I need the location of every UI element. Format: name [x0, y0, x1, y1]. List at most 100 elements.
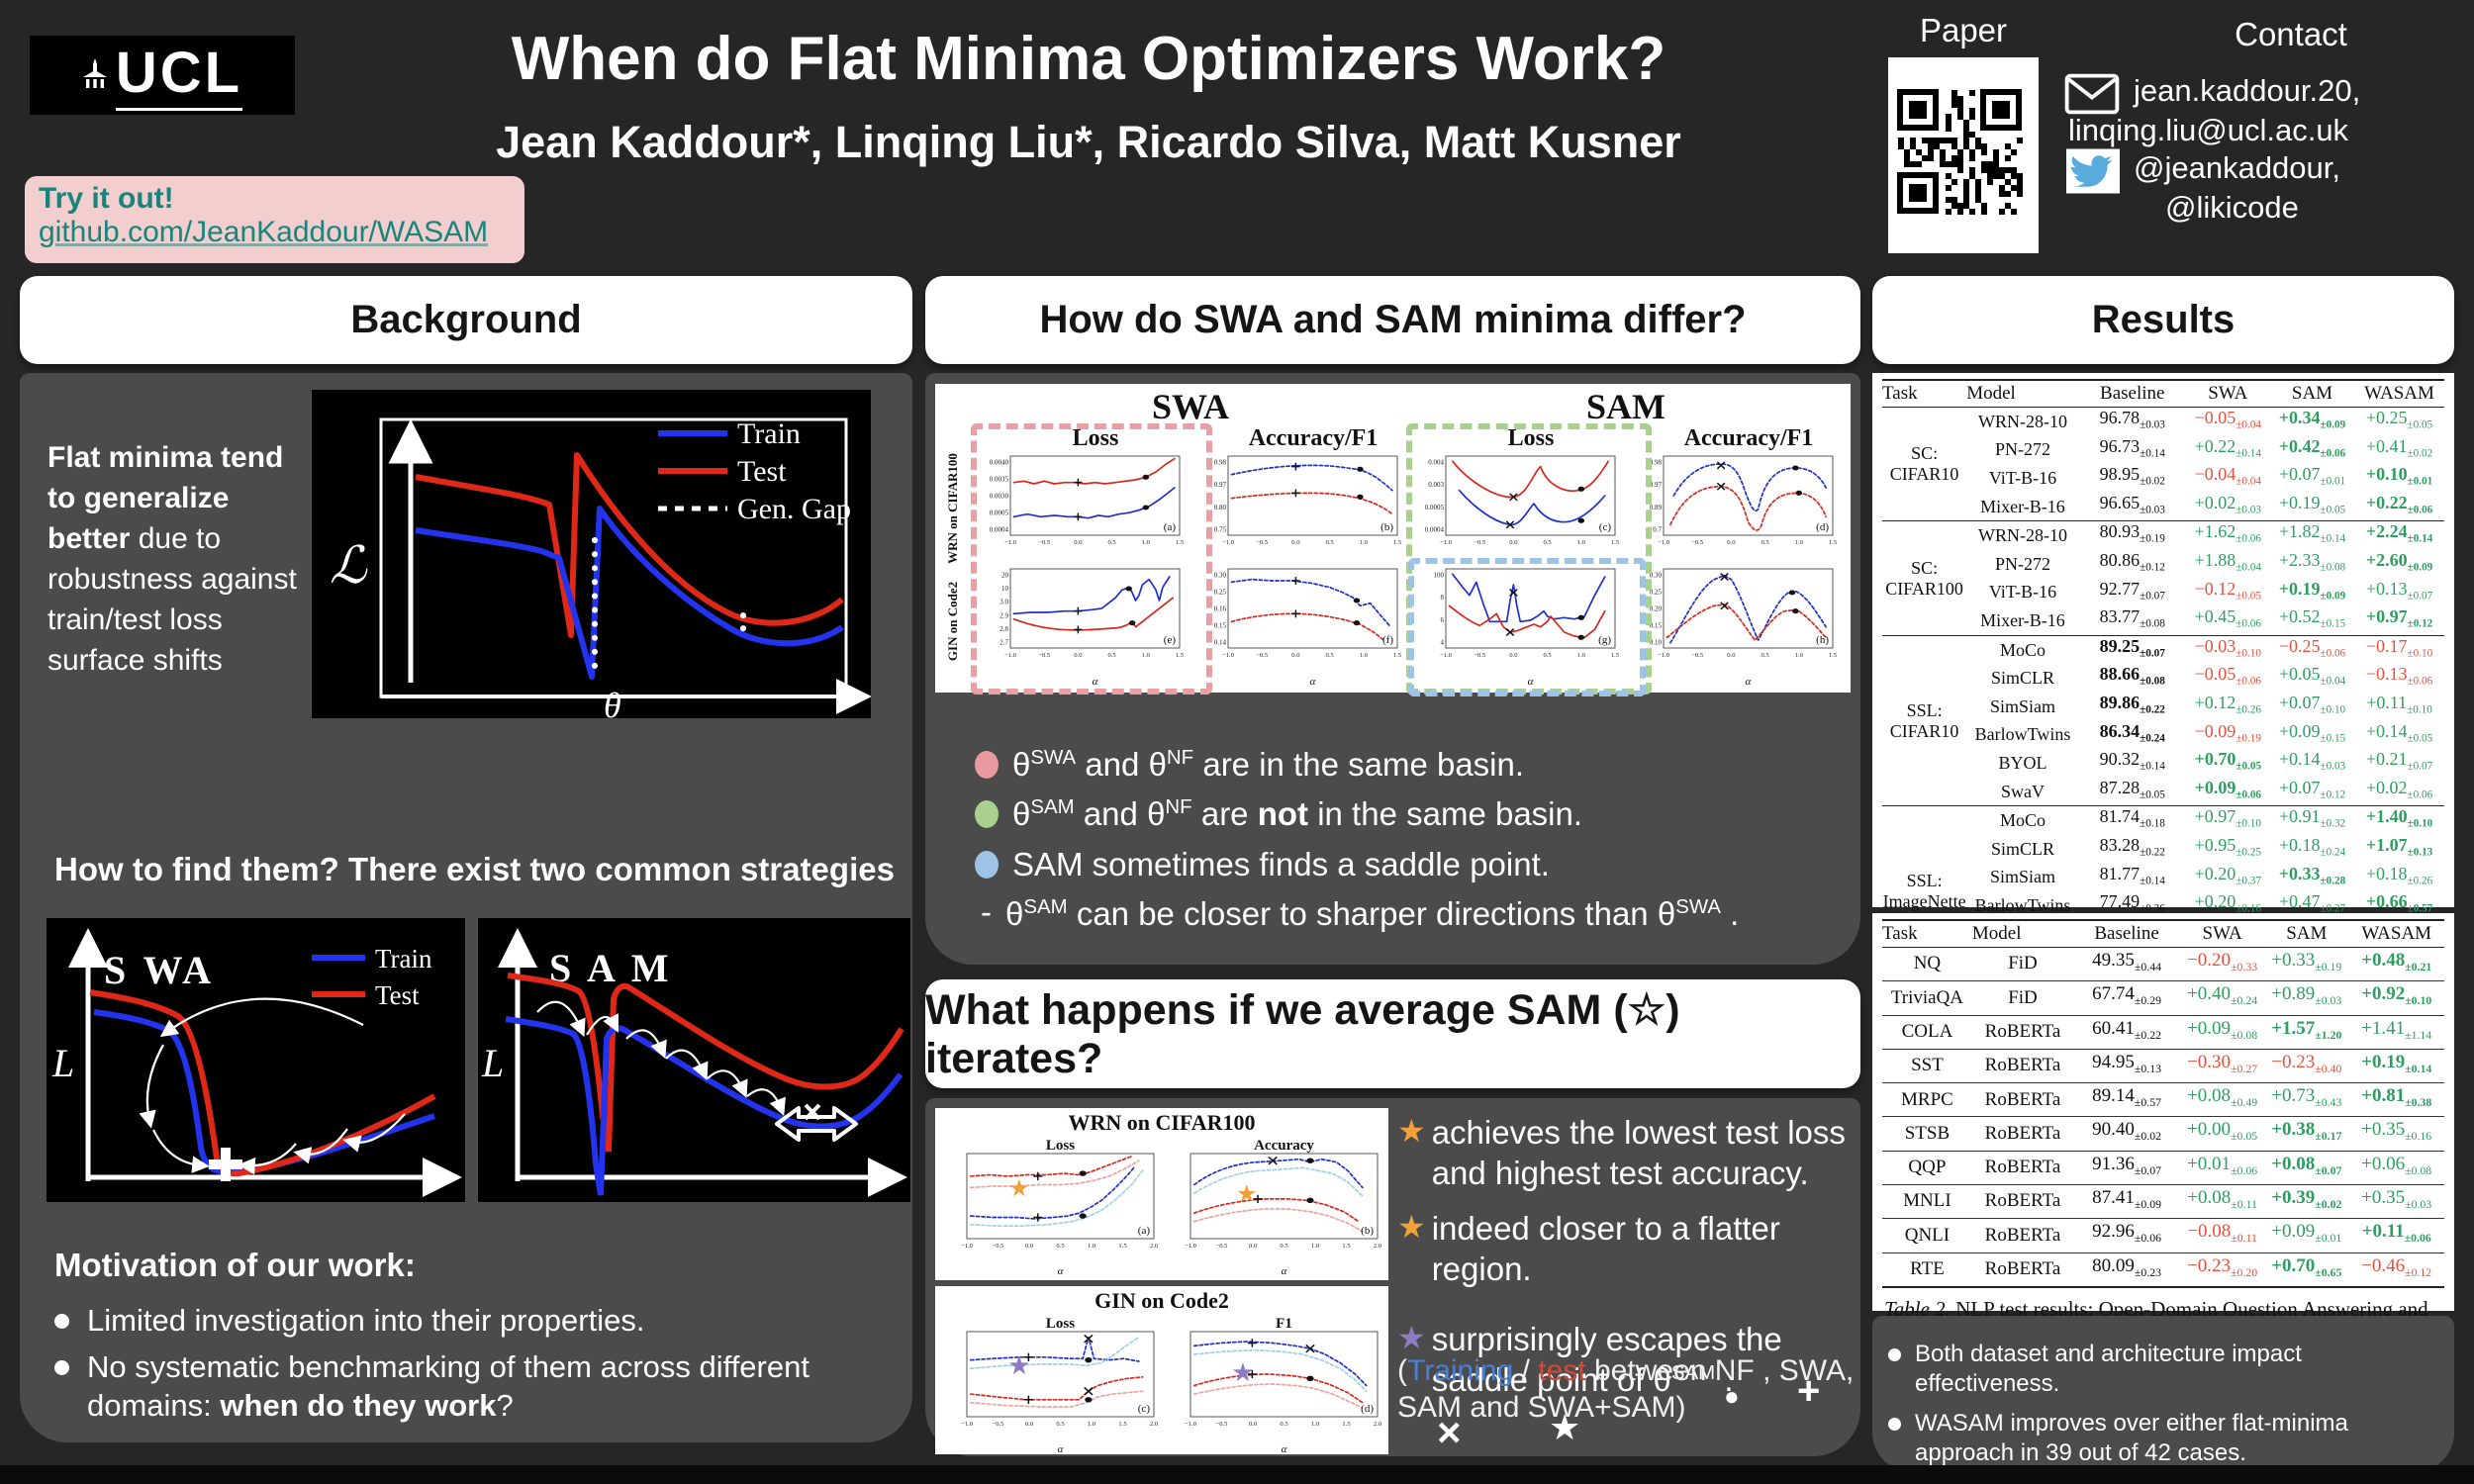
- text-segment: NF: [1166, 746, 1194, 769]
- text-segment: θ: [1653, 1361, 1671, 1399]
- figure-column-header: Accuracy/F1: [1683, 425, 1814, 451]
- svg-text:1.5: 1.5: [1342, 1421, 1351, 1428]
- svg-text:1.0: 1.0: [1088, 1421, 1096, 1428]
- metric-cell: 89.14±0.57: [2092, 1085, 2161, 1109]
- bullet-text: θSWA and θNF are in the same basin.: [1012, 744, 1524, 785]
- twitter-line2[interactable]: @likicode: [2165, 190, 2299, 225]
- svg-text:100: 100: [1434, 572, 1445, 580]
- text-segment: in the same basin.: [1308, 795, 1583, 833]
- model-cell: SimSiam: [1989, 696, 2055, 716]
- svg-text:−1.0: −1.0: [1222, 539, 1235, 546]
- svg-text:0.0004: 0.0004: [1425, 526, 1445, 534]
- model-cell: RoBERTa: [1984, 1224, 2061, 1246]
- text-segment: ?: [496, 1387, 514, 1423]
- metric-cell: 81.74±0.18: [2099, 806, 2165, 830]
- results-takeaways-panel: Both dataset and architecture impact eff…: [1872, 1316, 2454, 1472]
- text-segment: θ: [1148, 746, 1167, 783]
- github-link[interactable]: github.com/JeanKaddour/WASAM: [39, 216, 489, 248]
- metric-cell: 86.34±0.24: [2099, 720, 2165, 745]
- metric-cell: +0.89±0.03: [2271, 983, 2342, 1008]
- metric-cell: +0.33±0.28: [2278, 863, 2346, 887]
- sam-title: S A M: [549, 946, 672, 990]
- svg-text:0.97: 0.97: [1650, 481, 1663, 489]
- bullet-text: No systematic benchmarking of them acros…: [87, 1348, 891, 1426]
- bullet-dash: -: [981, 892, 992, 930]
- how-to-find-text: How to find them? There exist two common…: [54, 851, 895, 887]
- metric-cell: 94.95±0.13: [2092, 1051, 2161, 1075]
- metric-cell: +0.66±0.57: [2365, 891, 2433, 915]
- bullet-dot: [975, 800, 999, 829]
- model-cell: RoBERTa: [1984, 1088, 2061, 1110]
- svg-text:α: α: [1528, 676, 1534, 687]
- authors: Jean Kaddour*, Linqing Liu*, Ricardo Sil…: [496, 117, 1681, 167]
- svg-text:0.5: 0.5: [1325, 539, 1334, 546]
- y-axis-label: ℒ: [330, 538, 368, 595]
- table-row: SSL: CIFAR10 MoCo 89.25±0.07 −0.03±0.10 −0.25…: [1882, 635, 2444, 741]
- metric-cell: +1.88±0.04: [2194, 549, 2261, 574]
- table-row: BYOL 90.32±0.14 +0.70±0.05 +0.14±0.03 +0.21±…: [1882, 749, 2444, 778]
- text-segment: due to robustness against train/test los…: [48, 522, 297, 677]
- svg-text:20: 20: [1001, 572, 1009, 580]
- task-cell: MRPC: [1901, 1088, 1953, 1110]
- background-section-header: Background: [20, 276, 912, 364]
- svg-text:(a): (a): [1164, 521, 1177, 533]
- email-line1[interactable]: jean.kaddour.20,: [2134, 73, 2361, 108]
- metric-cell: +0.38±0.17: [2271, 1119, 2342, 1144]
- svg-text:★: ★: [1008, 1175, 1030, 1202]
- svg-text:0.5: 0.5: [1280, 1421, 1288, 1428]
- list-item: SAM sometimes finds a saddle point.: [975, 844, 1846, 884]
- metric-cell: +0.11±0.10: [2366, 692, 2432, 716]
- svg-text:1.0: 1.0: [1360, 652, 1369, 659]
- metric-cell: +1.41±1.14: [2361, 1017, 2432, 1042]
- svg-text:−0.5: −0.5: [1038, 539, 1051, 546]
- svg-text:1.0: 1.0: [1795, 652, 1804, 659]
- table-row: Mixer-B-16 96.65±0.03 +0.02±0.03 +0.19±0.05…: [1882, 493, 2444, 521]
- metric-cell: −0.25±0.06: [2278, 635, 2346, 660]
- table-row: QQP RoBERTa 91.36±0.07 +0.01±0.06 +0.08±0.07…: [1882, 1151, 2444, 1184]
- metric-cell: 87.41±0.09: [2092, 1187, 2161, 1211]
- column-header: Model: [1966, 379, 2079, 408]
- svg-text:0.0: 0.0: [1509, 652, 1518, 659]
- table-row: SC: CIFAR10 WRN-28-10 96.78±0.03 −0.05±0.04 +…: [1882, 407, 2444, 484]
- background-title: Background: [350, 298, 582, 341]
- star-icon: ★: [1397, 1113, 1426, 1149]
- model-cell: SimSiam: [1989, 867, 2055, 887]
- metric-cell: +0.11±0.06: [2361, 1221, 2431, 1246]
- test-curve: [415, 452, 844, 638]
- svg-text:(a): (a): [1138, 1225, 1151, 1237]
- svg-text:0.0035: 0.0035: [990, 476, 1009, 484]
- sam-train-curve: [505, 1016, 904, 1196]
- figure-group-title: SWA: [1151, 387, 1230, 426]
- loss-surface-figure: Train Test Gen. Gap ℒ θ: [312, 390, 872, 725]
- text-segment: achieves the lowest test loss and highes…: [1431, 1114, 1846, 1192]
- table-row: ViT-B-16 92.77±0.07 −0.12±0.05 +0.19±0.09 +0…: [1882, 579, 2444, 607]
- metric-cell: −0.20±0.33: [2187, 950, 2258, 974]
- svg-text:1.0: 1.0: [1577, 652, 1586, 659]
- metric-cell: +0.22±0.06: [2365, 492, 2433, 516]
- metric-cell: +0.92±0.10: [2361, 983, 2432, 1008]
- svg-text:0.15: 0.15: [1214, 622, 1227, 630]
- svg-text:−0.5: −0.5: [993, 1243, 1005, 1250]
- svg-text:−1.0: −1.0: [961, 1243, 974, 1250]
- svg-text:−0.5: −0.5: [1256, 539, 1269, 546]
- swa-train-curve: [93, 1009, 435, 1176]
- list-item: ★ achieves the lowest test loss and highe…: [1397, 1112, 1853, 1194]
- differ-title: How do SWA and SAM minima differ?: [1039, 298, 1747, 341]
- svg-text:(d): (d): [1361, 1403, 1374, 1415]
- metric-cell: +0.21±0.07: [2365, 749, 2433, 773]
- email-line2[interactable]: linqing.liu@ucl.ac.uk: [2068, 113, 2349, 147]
- metric-cell: +0.18±0.26: [2365, 863, 2433, 887]
- differ-subplot-(b): 0.98 0.97 0.80 0.75 −1.0 −0.5 0.0 0.5 1.0 1.5(b): [1214, 455, 1402, 546]
- model-cell: FiD: [2008, 953, 2038, 974]
- model-cell: MoCo: [1999, 810, 2046, 831]
- circle-symbol: ●: [1724, 1381, 1740, 1411]
- list-item: Limited investigation into their propert…: [54, 1302, 891, 1341]
- x-symbol: ×: [1437, 1409, 1462, 1455]
- svg-text:2.7: 2.7: [999, 639, 1008, 647]
- swa-legend-test: Test: [375, 980, 420, 1010]
- metric-cell: +0.14±0.05: [2365, 720, 2433, 745]
- text-segment: θ: [1147, 795, 1166, 833]
- sam-plot: S A M L: [481, 928, 907, 1197]
- task-cell: SST: [1911, 1055, 1944, 1076]
- twitter-line1[interactable]: @jeankaddour,: [2134, 150, 2341, 185]
